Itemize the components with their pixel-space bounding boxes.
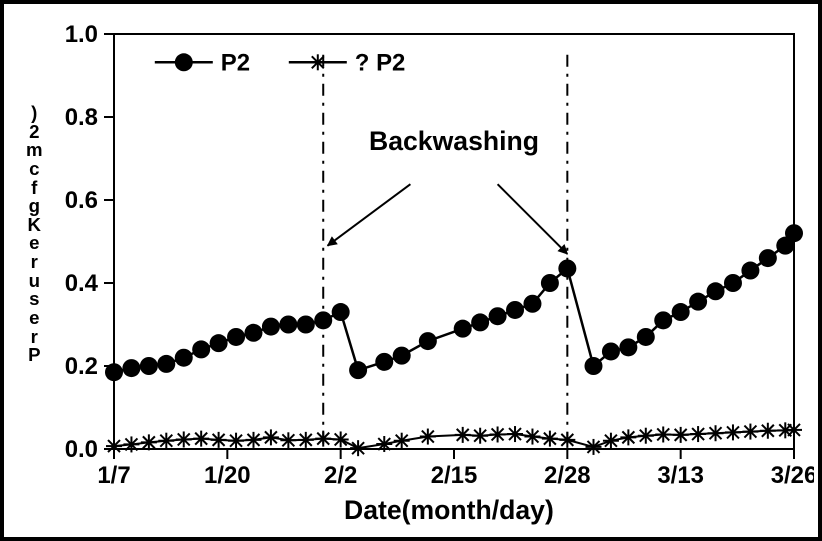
svg-text:P2: P2 xyxy=(221,49,250,76)
svg-text:0.8: 0.8 xyxy=(65,104,98,131)
plot-area: 0.00.20.40.60.81.01/71/202/22/152/283/13… xyxy=(114,34,794,449)
svg-text:0.4: 0.4 xyxy=(65,270,99,297)
y-axis-label: )2mcfgKeruserP xyxy=(26,104,43,365)
svg-text:? P2: ? P2 xyxy=(355,49,406,76)
svg-text:3/13: 3/13 xyxy=(657,462,704,489)
svg-text:2/28: 2/28 xyxy=(544,462,591,489)
svg-text:1.0: 1.0 xyxy=(65,21,98,48)
svg-text:1/20: 1/20 xyxy=(204,462,251,489)
svg-text:0.6: 0.6 xyxy=(65,187,98,214)
svg-text:0.0: 0.0 xyxy=(65,436,98,463)
svg-text:2/15: 2/15 xyxy=(431,462,478,489)
svg-text:0.2: 0.2 xyxy=(65,353,98,380)
svg-text:2/2: 2/2 xyxy=(324,462,357,489)
chart-frame: 0.0 0.2 0.4 0.6 0.8 1.0 1/7 1/20 2/2 2/15 2/28 3/13… xyxy=(0,0,822,541)
svg-text:3/26: 3/26 xyxy=(771,462,814,489)
x-axis-label: Date(month/day) xyxy=(344,495,554,526)
svg-text:1/7: 1/7 xyxy=(97,462,130,489)
svg-text:Backwashing: Backwashing xyxy=(369,126,539,156)
